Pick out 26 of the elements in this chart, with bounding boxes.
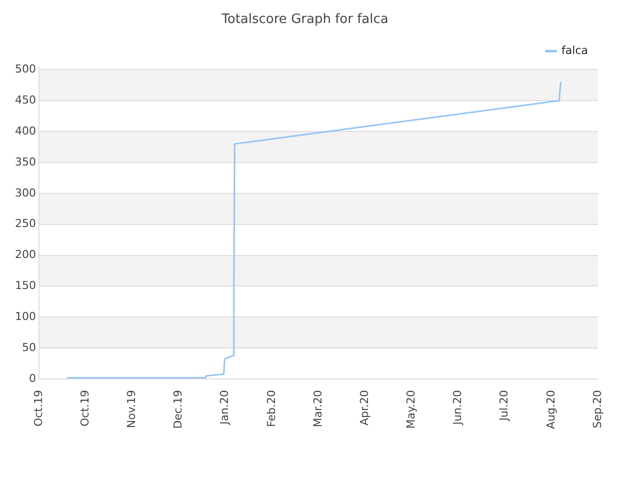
chart-title: Totalscore Graph for falca: [220, 12, 388, 28]
x-tick-label: Sep.20: [590, 390, 604, 428]
x-tick-label: Apr.20: [358, 390, 371, 426]
x-tick-label: May.20: [404, 390, 418, 429]
x-tick-label: Oct.19: [78, 390, 92, 427]
y-tick-label: 250: [14, 217, 36, 230]
y-tick-label: 150: [14, 279, 36, 292]
legend-label: falca: [562, 44, 588, 57]
x-tick-label: Jun.20: [451, 390, 464, 426]
y-tick-label: 350: [14, 155, 36, 168]
y-tick-label: 50: [22, 340, 36, 354]
x-tick-label: Nov.19: [125, 390, 138, 428]
x-tick-label: Dec.19: [172, 390, 185, 429]
y-tick-label: 450: [14, 93, 36, 106]
x-tick-label: Oct.19: [32, 390, 45, 427]
y-tick-label: 500: [14, 62, 36, 76]
x-tick-label: Jan.20: [218, 390, 232, 426]
x-tick-label: Jul.20: [498, 390, 511, 422]
x-tick-label: Feb.20: [264, 390, 278, 428]
y-tick-label: 300: [14, 186, 36, 200]
y-tick-label: 200: [14, 248, 36, 262]
x-tick-label: Aug.20: [544, 390, 558, 430]
y-tick-label: 400: [14, 124, 36, 138]
y-tick-label: 0: [28, 372, 36, 385]
x-tick-label: Mar.20: [311, 390, 324, 428]
y-tick-label: 100: [14, 310, 36, 324]
